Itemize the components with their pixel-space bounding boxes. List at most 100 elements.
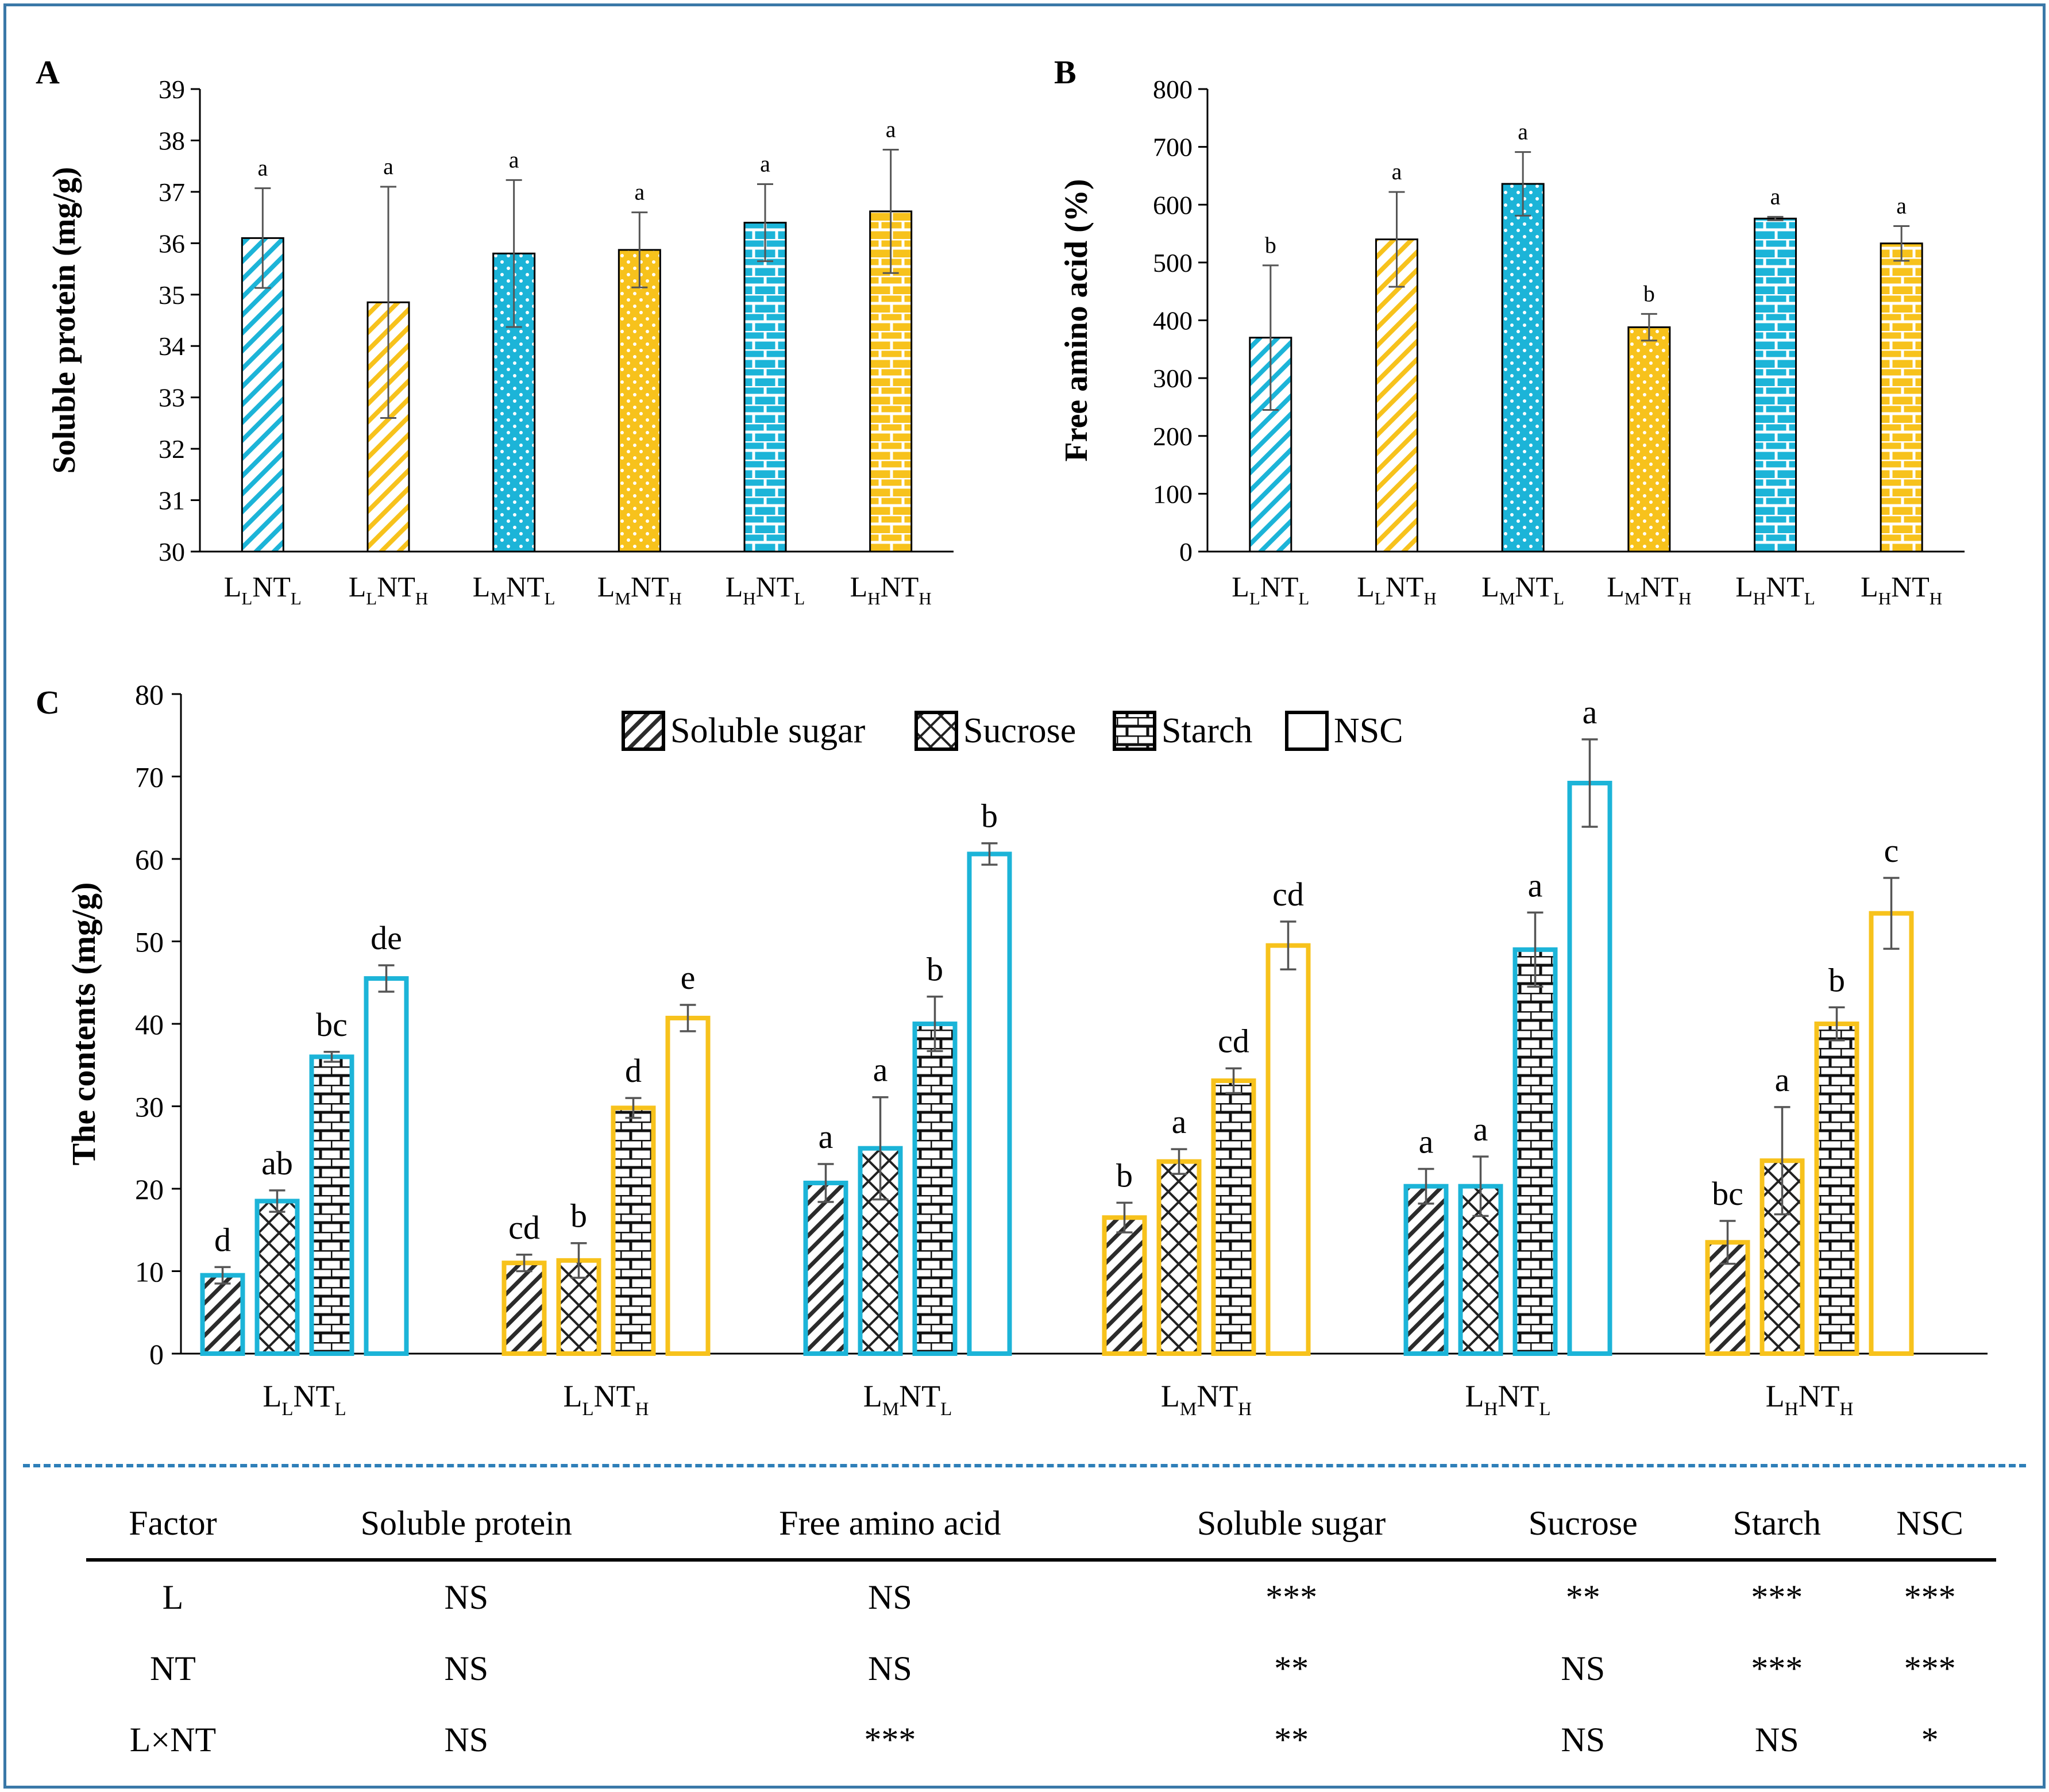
tick-label-subscript: L bbox=[366, 588, 377, 608]
y-tick-label: 400 bbox=[1153, 306, 1193, 336]
bar bbox=[611, 1105, 656, 1356]
tick-label-subscript: M bbox=[615, 588, 631, 608]
significance-letter: a bbox=[509, 147, 519, 172]
y-tick-label: 60 bbox=[135, 843, 164, 876]
bar bbox=[1156, 1159, 1202, 1356]
tick-label-text: L bbox=[1232, 571, 1249, 603]
tick-label-subscript: L bbox=[940, 1399, 952, 1420]
y-axis-label: The contents (mg/g) bbox=[65, 882, 102, 1166]
tick-label-subscript: L bbox=[291, 588, 302, 608]
x-tick-label: LMNTH bbox=[1161, 1379, 1252, 1420]
table-cell: NT bbox=[149, 1649, 196, 1687]
significance-letter: a bbox=[257, 155, 268, 181]
bar bbox=[501, 1261, 547, 1356]
significance-letter: a bbox=[383, 153, 393, 179]
y-tick-label: 36 bbox=[159, 229, 185, 258]
y-tick-label: 500 bbox=[1153, 248, 1193, 278]
tick-label-subscript: L bbox=[1249, 588, 1260, 608]
y-tick-label: 0 bbox=[149, 1338, 164, 1370]
tick-label-text: NT bbox=[1386, 571, 1424, 603]
tick-label-subscript: L bbox=[1539, 1399, 1550, 1420]
bar bbox=[803, 1180, 848, 1356]
significance-letter: a bbox=[634, 179, 645, 205]
significance-letter: b bbox=[1265, 232, 1276, 258]
tick-label-text: NT bbox=[1799, 1379, 1840, 1413]
table-cell: L bbox=[162, 1578, 184, 1616]
significance-letter: b bbox=[570, 1197, 587, 1235]
tick-label-text: L bbox=[1766, 1379, 1785, 1413]
significance-letter: c bbox=[1884, 832, 1899, 869]
tick-label-subscript: H bbox=[1423, 588, 1436, 608]
tick-label-subscript: L bbox=[241, 588, 252, 608]
figure-frame bbox=[3, 3, 2046, 1789]
bar bbox=[1403, 1184, 1449, 1356]
y-tick-label: 10 bbox=[135, 1256, 164, 1288]
table-cell: NS bbox=[444, 1720, 489, 1759]
significance-letter: cd bbox=[508, 1209, 540, 1246]
x-tick-label: LHNTH bbox=[850, 571, 932, 608]
legend-label: Soluble sugar bbox=[670, 711, 866, 750]
y-tick-label: 80 bbox=[135, 679, 164, 711]
tick-label-text: NT bbox=[1766, 571, 1804, 603]
table-cell: *** bbox=[1751, 1578, 1803, 1616]
significance-letter: b bbox=[927, 951, 943, 988]
x-tick-label: LMNTH bbox=[597, 571, 682, 608]
x-tick-label: LLNTL bbox=[224, 571, 302, 608]
x-tick-label: LHNTL bbox=[1735, 571, 1815, 608]
table-cell: ** bbox=[1565, 1578, 1600, 1616]
significance-letter: a bbox=[1419, 1123, 1434, 1161]
table-cell: NS bbox=[1561, 1649, 1606, 1687]
table-cell: *** bbox=[1904, 1578, 1956, 1616]
tick-label-text: NT bbox=[506, 571, 545, 603]
significance-letter: a bbox=[1392, 159, 1402, 184]
significance-letter: bc bbox=[1712, 1175, 1743, 1212]
x-tick-label: LHNTH bbox=[1861, 571, 1942, 608]
chart-a: A Soluble protein (mg/g) 30 31 32 33 34 35 36 37 3… bbox=[36, 53, 954, 608]
legend-swatch bbox=[622, 711, 665, 751]
tick-label-text: L bbox=[1161, 1379, 1180, 1413]
tick-label-text: L bbox=[1465, 1379, 1484, 1413]
bar bbox=[200, 1273, 245, 1356]
significance-letter: a bbox=[760, 151, 770, 176]
table-cell: NS bbox=[1754, 1720, 1799, 1759]
tick-label-subscript: H bbox=[1484, 1399, 1498, 1420]
x-tick-label: LHNTH bbox=[1766, 1379, 1854, 1420]
bar bbox=[967, 851, 1012, 1356]
y-tick-label: 38 bbox=[159, 126, 185, 155]
y-axis-label: Soluble protein (mg/g) bbox=[47, 167, 82, 473]
col-header: Factor bbox=[86, 1488, 260, 1562]
x-tick-label: LHNTL bbox=[1465, 1379, 1551, 1420]
bar bbox=[743, 222, 787, 553]
col-header: Starch bbox=[1690, 1488, 1864, 1562]
bar bbox=[1567, 780, 1612, 1356]
significance-letter: d bbox=[214, 1221, 231, 1258]
significance-letter: a bbox=[1896, 192, 1907, 218]
bar bbox=[241, 237, 284, 553]
bar bbox=[665, 1015, 711, 1356]
table-cell: * bbox=[1921, 1720, 1939, 1759]
y-axis-label: Free amino acid (%) bbox=[1059, 179, 1094, 462]
legend-swatch bbox=[1113, 711, 1156, 751]
tick-label-subscript: H bbox=[669, 588, 682, 608]
tick-label-text: NT bbox=[881, 571, 919, 603]
tick-label-subscript: L bbox=[334, 1399, 346, 1420]
tick-label-text: L bbox=[1861, 571, 1878, 603]
tick-label-subscript: L bbox=[545, 588, 555, 608]
y-tick-label: 39 bbox=[159, 75, 185, 104]
y-tick-label: 800 bbox=[1153, 75, 1193, 104]
bar bbox=[254, 1198, 300, 1356]
col-header: Soluble sugar bbox=[1107, 1488, 1476, 1562]
anova-table: Factor Soluble protein Free amino acid S… bbox=[86, 1488, 1996, 1775]
table-row: NT NS NS ** NS *** *** bbox=[86, 1633, 1996, 1704]
tick-label-subscript: L bbox=[794, 588, 805, 608]
chart-c: C The contents (mg/g) 0 10 20 30 40 50 60 70 80 Sol… bbox=[36, 679, 1988, 1420]
chart-b: B Free amino acid (%) 0 100 200 300 400 500 600 7… bbox=[1054, 53, 1965, 608]
y-tick-label: 37 bbox=[159, 178, 185, 207]
y-tick-label: 30 bbox=[135, 1091, 164, 1123]
y-tick-label: 200 bbox=[1153, 422, 1193, 451]
tick-label-subscript: L bbox=[582, 1399, 594, 1420]
y-tick-label: 33 bbox=[159, 383, 185, 413]
tick-label-text: L bbox=[224, 571, 242, 603]
tick-label-text: L bbox=[1357, 571, 1375, 603]
table-cell: *** bbox=[1751, 1649, 1803, 1687]
